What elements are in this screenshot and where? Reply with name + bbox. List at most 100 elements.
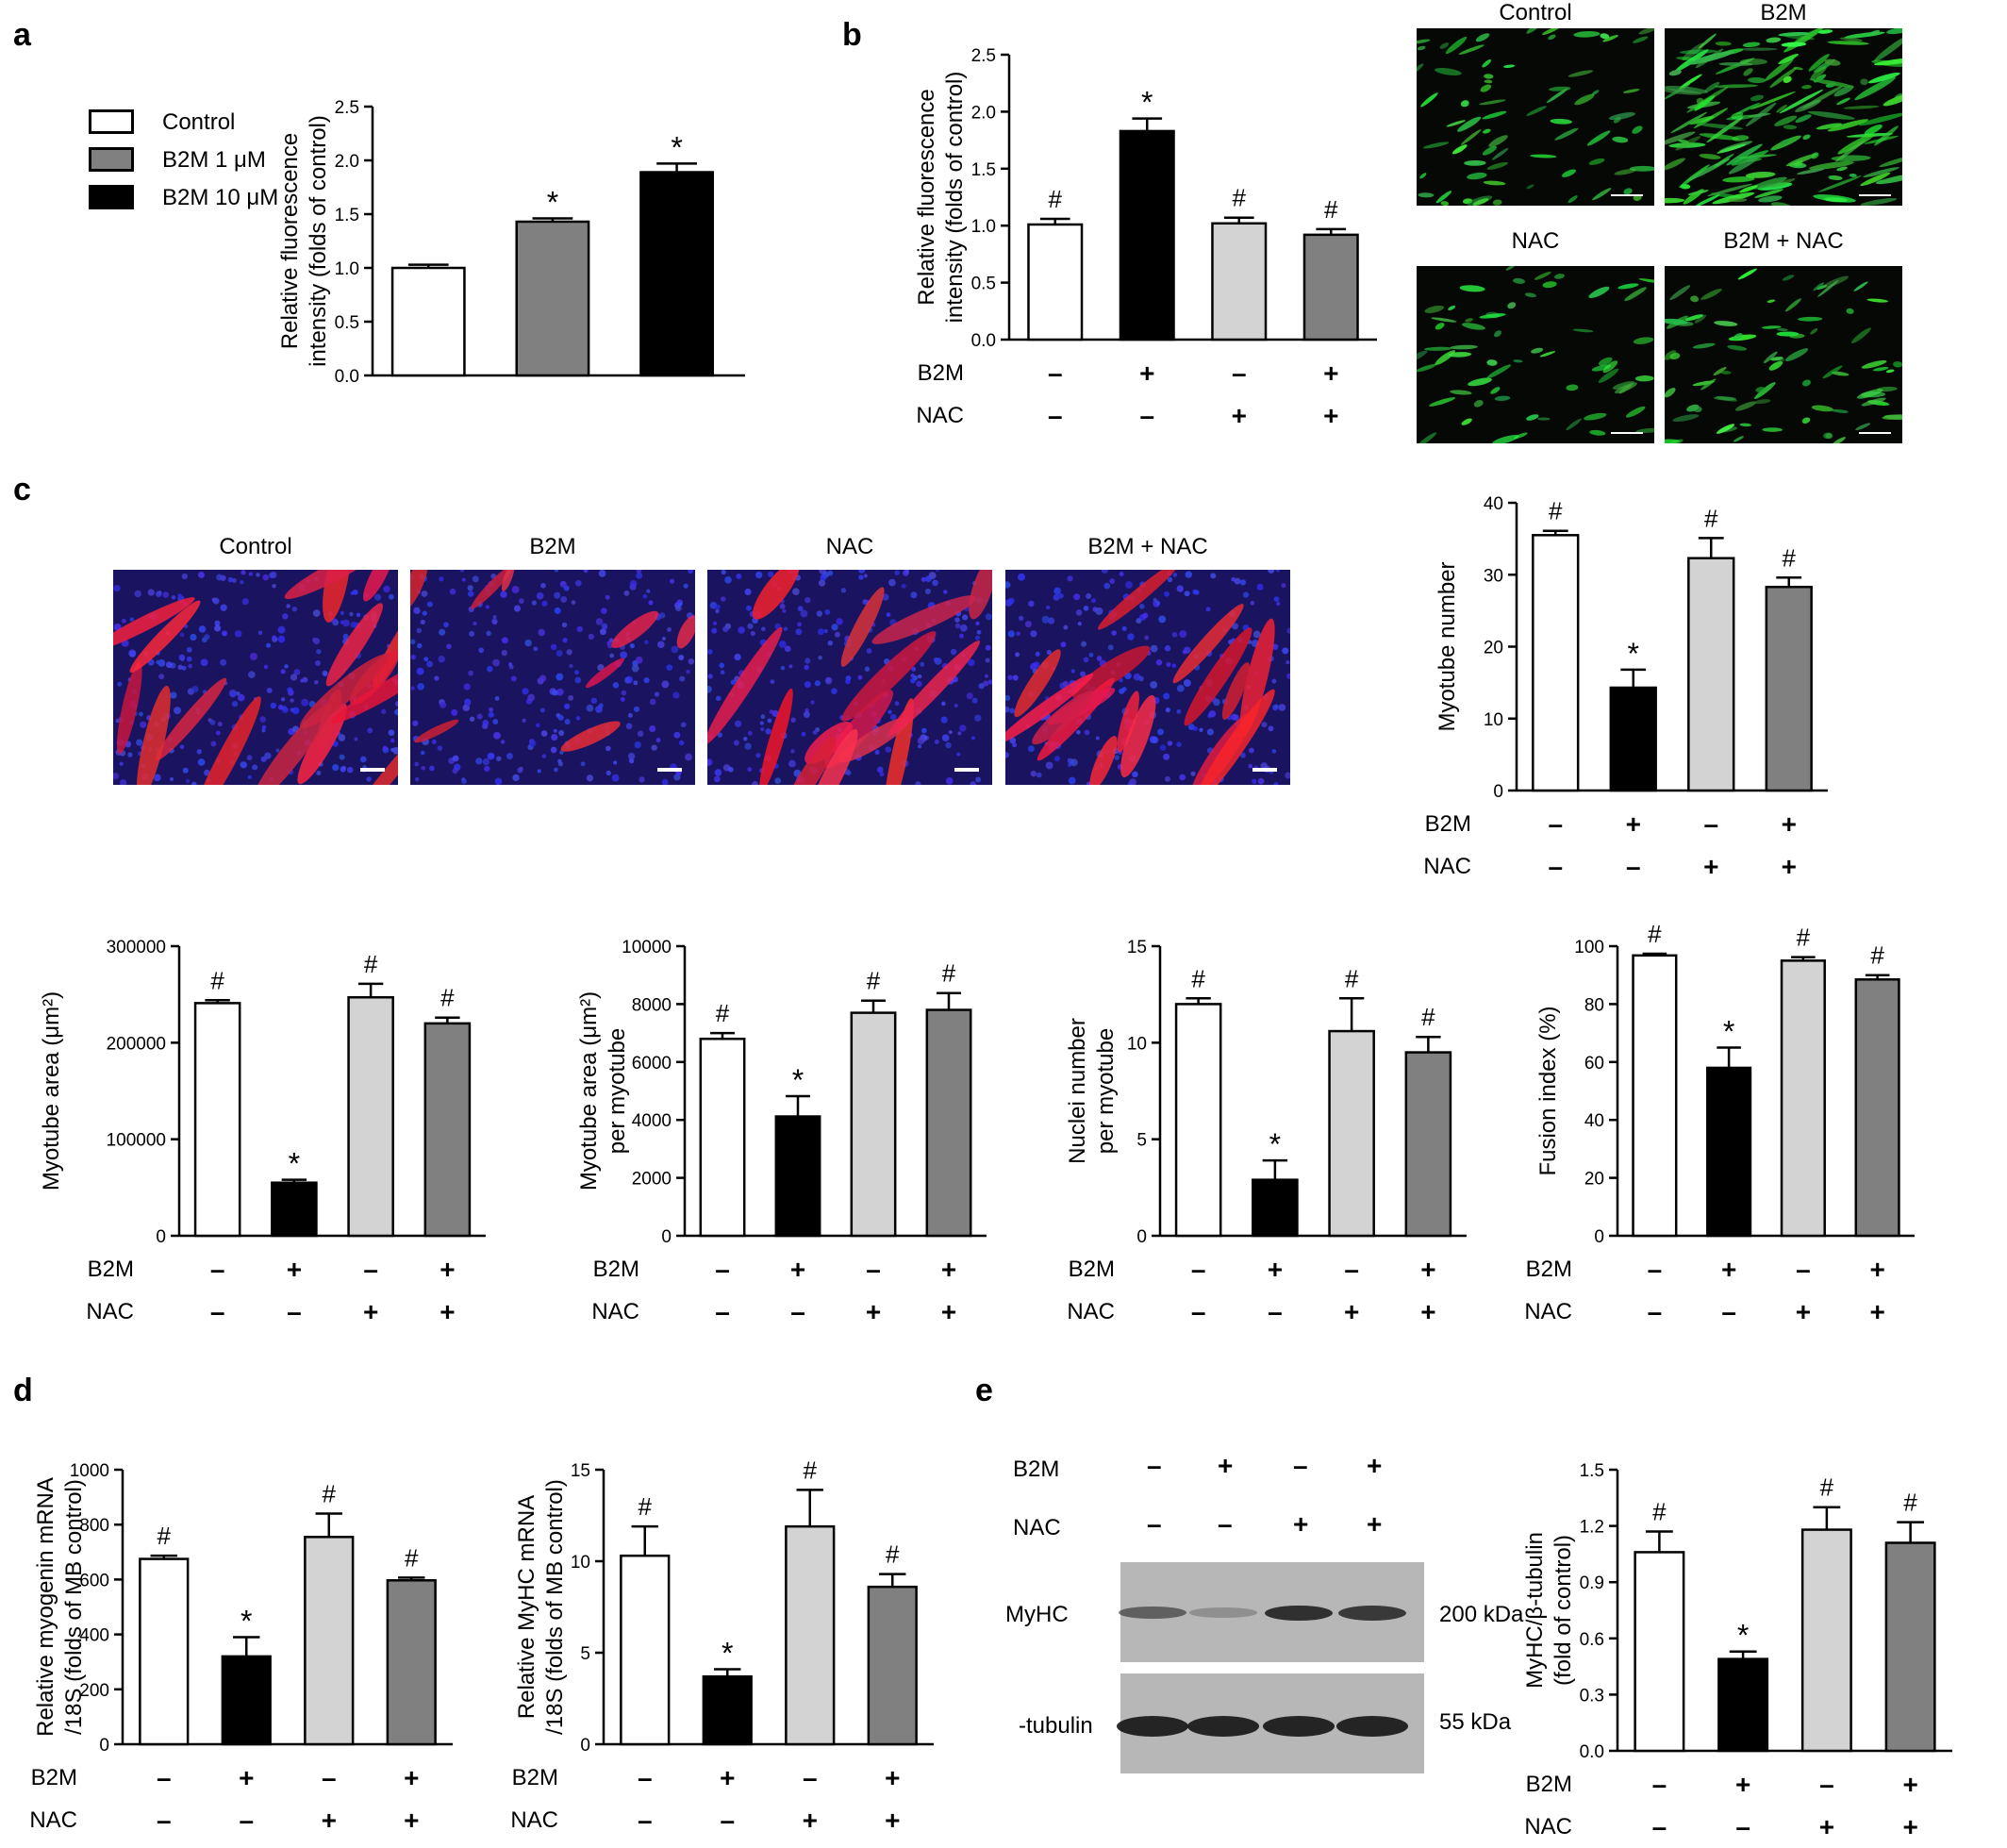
cell-mark — [1694, 95, 1716, 111]
cell-shape — [1638, 28, 1654, 35]
cell-shape — [1851, 327, 1871, 343]
cell-shape — [1417, 39, 1431, 44]
nucleus — [920, 661, 925, 667]
cell-shape — [1802, 85, 1845, 108]
nucleus — [605, 594, 610, 600]
cell-shape — [1824, 58, 1841, 66]
cell-shape — [1770, 178, 1796, 188]
cell-mark — [1465, 318, 1473, 323]
cell-shape — [1836, 166, 1848, 172]
nucleus — [1084, 729, 1090, 736]
nucleus — [550, 643, 557, 651]
cell-mark — [1435, 191, 1452, 204]
nucleus — [1190, 771, 1196, 776]
cell-shape — [1461, 418, 1472, 425]
cell-shape — [1769, 67, 1797, 89]
cell-shape — [1797, 168, 1825, 175]
myotube-shape — [752, 570, 800, 620]
nucleus — [707, 758, 711, 766]
nucleus — [734, 720, 742, 727]
significance-mark: # — [1191, 964, 1205, 992]
cell-mark — [1554, 127, 1579, 141]
cell-shape — [1491, 147, 1509, 160]
nucleus — [412, 720, 419, 726]
blot-kda-myhc: 200 kDa — [1439, 1602, 1524, 1627]
nucleus — [784, 645, 791, 653]
nucleus — [642, 593, 648, 599]
myotube-shape — [871, 595, 977, 644]
nucleus — [178, 654, 186, 661]
nucleus — [1155, 601, 1161, 606]
treatment-sign-nac: – — [720, 1806, 735, 1835]
nucleus — [845, 678, 851, 685]
nucleus — [188, 663, 192, 669]
cell-mark — [1531, 347, 1544, 354]
myotube-shape — [1097, 570, 1181, 630]
y-tick-label: 15 — [571, 1461, 590, 1481]
myotube-shape — [414, 719, 459, 743]
cell-mark — [1460, 100, 1469, 108]
treatment-sign-b2m: + — [1367, 1451, 1383, 1480]
nucleus — [1068, 762, 1072, 767]
cell-shape — [1513, 359, 1523, 363]
treatment-sign-b2m: + — [287, 1255, 302, 1284]
nucleus — [804, 681, 811, 689]
nucleus — [788, 664, 793, 669]
cell-shape — [1665, 131, 1696, 146]
myotube-mark — [586, 658, 625, 689]
cell-mark — [1714, 321, 1738, 326]
nucleus — [213, 624, 222, 632]
cell-shape — [1874, 35, 1902, 62]
y-axis-label-line: Nuclei number — [1065, 1018, 1090, 1164]
blot-label-myhc: MyHC — [1005, 1602, 1069, 1627]
nucleus — [876, 766, 884, 774]
cell-shape — [1739, 185, 1758, 193]
cell-mark — [1452, 144, 1468, 155]
y-tick-label: 5 — [580, 1644, 590, 1664]
cell-mark — [1784, 298, 1801, 312]
cell-mark — [1586, 130, 1611, 146]
cell-mark — [1461, 323, 1485, 330]
nucleus — [603, 625, 607, 630]
cell-mark — [1750, 94, 1765, 102]
nucleus — [730, 679, 736, 685]
nucleus — [1286, 627, 1290, 634]
cell-shape — [1863, 167, 1899, 177]
cell-mark — [1692, 380, 1715, 387]
cell-mark — [1874, 35, 1902, 62]
legend-swatch — [89, 109, 134, 134]
cell-mark — [1770, 357, 1783, 361]
nucleus — [1109, 578, 1116, 584]
nucleus — [338, 734, 346, 741]
nucleus — [925, 575, 932, 583]
nucleus — [609, 653, 615, 658]
treatment-sign-b2m: – — [322, 1763, 337, 1792]
nucleus — [715, 608, 720, 614]
legend-item: Control — [87, 106, 313, 143]
nucleus — [1046, 649, 1052, 656]
cell-mark — [1728, 156, 1760, 175]
image-label-b2m-nac: B2M + NAC — [1723, 228, 1844, 254]
nucleus — [948, 730, 953, 735]
myotube-shape — [883, 698, 914, 785]
nucleus — [857, 674, 863, 680]
cell-mark — [1592, 188, 1612, 201]
nucleus — [910, 591, 918, 599]
nucleus — [956, 752, 961, 757]
nucleus — [655, 738, 661, 743]
cell-mark — [1513, 359, 1523, 363]
cell-shape — [1795, 114, 1812, 124]
cell-mark — [1589, 429, 1606, 436]
cell-shape — [1679, 74, 1702, 90]
cell-shape — [1484, 74, 1494, 79]
treatment-sign-b2m: + — [1735, 1770, 1750, 1799]
cell-mark — [1670, 111, 1708, 134]
nucleus — [685, 753, 692, 761]
nucleus — [911, 666, 917, 672]
image-label-control: Control — [219, 534, 292, 559]
nucleus — [797, 606, 804, 612]
nucleus — [240, 580, 244, 585]
cell-mark — [1699, 153, 1721, 159]
nucleus — [1083, 657, 1089, 663]
cell-shape — [1839, 37, 1863, 42]
